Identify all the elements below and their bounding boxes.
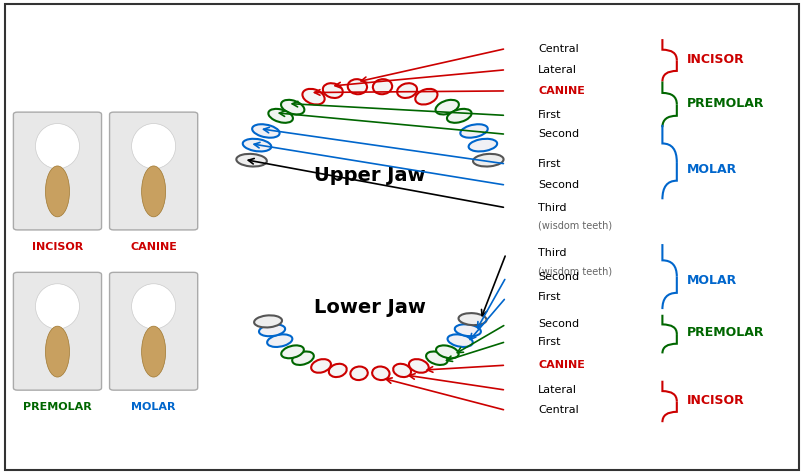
Ellipse shape	[393, 364, 410, 377]
Text: Lower Jaw: Lower Jaw	[314, 298, 426, 317]
Text: First: First	[537, 337, 561, 346]
Text: Second: Second	[537, 319, 579, 329]
Ellipse shape	[458, 313, 486, 325]
Ellipse shape	[435, 346, 458, 358]
Ellipse shape	[281, 346, 304, 358]
Ellipse shape	[35, 284, 79, 329]
Ellipse shape	[252, 124, 279, 138]
Ellipse shape	[468, 139, 496, 151]
Ellipse shape	[348, 79, 367, 94]
Ellipse shape	[267, 334, 292, 347]
Ellipse shape	[446, 109, 471, 123]
Text: PREMOLAR: PREMOLAR	[686, 327, 763, 339]
Ellipse shape	[373, 79, 392, 94]
Text: CANINE: CANINE	[537, 86, 585, 96]
Ellipse shape	[426, 352, 447, 365]
Ellipse shape	[141, 166, 165, 217]
Text: (wisdom teeth): (wisdom teeth)	[537, 266, 612, 276]
Ellipse shape	[302, 89, 324, 105]
Ellipse shape	[291, 352, 313, 365]
Text: MOLAR: MOLAR	[686, 273, 736, 287]
Text: Second: Second	[537, 180, 579, 190]
FancyBboxPatch shape	[109, 112, 198, 230]
Ellipse shape	[132, 124, 175, 169]
Text: (wisdom teeth): (wisdom teeth)	[537, 221, 612, 231]
Text: Second: Second	[537, 272, 579, 282]
Ellipse shape	[323, 83, 342, 98]
Text: Lateral: Lateral	[537, 65, 577, 75]
Text: PREMOLAR: PREMOLAR	[23, 402, 92, 412]
Ellipse shape	[447, 334, 472, 347]
Text: INCISOR: INCISOR	[686, 53, 744, 65]
Ellipse shape	[281, 100, 304, 115]
Ellipse shape	[328, 364, 346, 377]
Text: Upper Jaw: Upper Jaw	[314, 166, 425, 185]
Text: First: First	[537, 159, 561, 169]
Ellipse shape	[46, 326, 69, 377]
Text: INCISOR: INCISOR	[32, 242, 83, 252]
FancyBboxPatch shape	[14, 273, 101, 390]
Ellipse shape	[35, 124, 79, 169]
Ellipse shape	[141, 326, 165, 377]
Ellipse shape	[243, 139, 271, 151]
Text: Second: Second	[537, 129, 579, 139]
Text: First: First	[537, 292, 561, 302]
FancyBboxPatch shape	[109, 273, 198, 390]
Ellipse shape	[472, 154, 503, 166]
Text: CANINE: CANINE	[130, 242, 177, 252]
Text: PREMOLAR: PREMOLAR	[686, 97, 763, 109]
Text: First: First	[537, 110, 561, 120]
Ellipse shape	[268, 109, 292, 123]
Text: CANINE: CANINE	[537, 360, 585, 370]
Ellipse shape	[435, 100, 459, 115]
Ellipse shape	[236, 154, 267, 166]
Ellipse shape	[409, 359, 428, 373]
Ellipse shape	[46, 166, 69, 217]
Ellipse shape	[372, 366, 389, 380]
Text: Third: Third	[537, 248, 566, 258]
FancyBboxPatch shape	[14, 112, 101, 230]
Text: Lateral: Lateral	[537, 385, 577, 395]
Ellipse shape	[311, 359, 331, 373]
Ellipse shape	[460, 124, 487, 138]
Text: Third: Third	[537, 203, 566, 213]
Ellipse shape	[254, 315, 282, 328]
Text: INCISOR: INCISOR	[686, 394, 744, 407]
Ellipse shape	[259, 324, 285, 336]
Text: Central: Central	[537, 44, 578, 54]
Text: Central: Central	[537, 405, 578, 415]
Ellipse shape	[415, 89, 437, 105]
Text: MOLAR: MOLAR	[131, 402, 176, 412]
Ellipse shape	[397, 83, 417, 98]
Ellipse shape	[454, 324, 480, 336]
Ellipse shape	[132, 284, 175, 329]
Text: MOLAR: MOLAR	[686, 163, 736, 176]
Ellipse shape	[350, 366, 367, 380]
